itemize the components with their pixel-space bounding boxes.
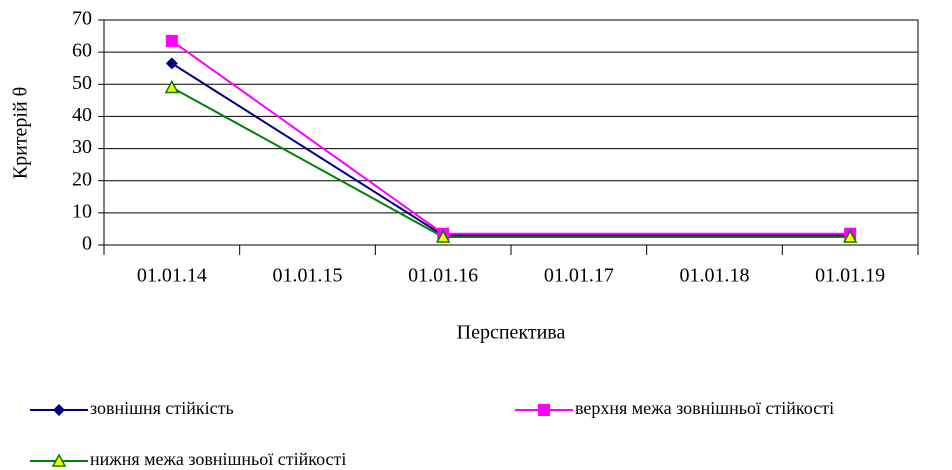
- plot-area: [103, 19, 919, 246]
- y-tick-label: 0: [82, 233, 92, 255]
- legend-label: зовнішня стійкість: [90, 398, 234, 418]
- marker: [435, 229, 451, 243]
- line-segment: [171, 40, 444, 235]
- line-segment: [171, 86, 444, 238]
- x-tick-label: 01.01.14: [137, 265, 207, 287]
- x-tick-label: 01.01.19: [815, 265, 885, 287]
- y-tick-label: 50: [72, 72, 92, 94]
- y-axis-title: Критерій θ: [10, 87, 32, 180]
- x-tick-label: 01.01.15: [273, 265, 343, 287]
- marker: [165, 57, 178, 70]
- y-tick-label: 60: [72, 40, 92, 62]
- y-tick-label: 70: [72, 8, 92, 30]
- marker: [164, 79, 180, 94]
- legend-marker: [51, 453, 67, 467]
- line-segment: [171, 62, 444, 237]
- legend-marker: [53, 404, 65, 416]
- marker: [165, 34, 178, 47]
- y-tick-label: 30: [72, 136, 92, 158]
- marker: [842, 229, 858, 243]
- y-tick-label: 40: [72, 104, 92, 126]
- x-tick-label: 01.01.16: [408, 265, 478, 287]
- x-axis-title: Перспектива: [457, 322, 566, 344]
- x-tick-label: 01.01.17: [544, 265, 614, 287]
- y-tick-label: 20: [72, 168, 92, 190]
- legend-label: верхня межа зовнішньої стійкості: [575, 398, 834, 418]
- legend-marker: [538, 404, 550, 416]
- legend-label: нижня межа зовнішньої стійкості: [90, 449, 346, 469]
- x-tick-label: 01.01.18: [680, 265, 750, 287]
- y-tick-label: 10: [72, 200, 92, 222]
